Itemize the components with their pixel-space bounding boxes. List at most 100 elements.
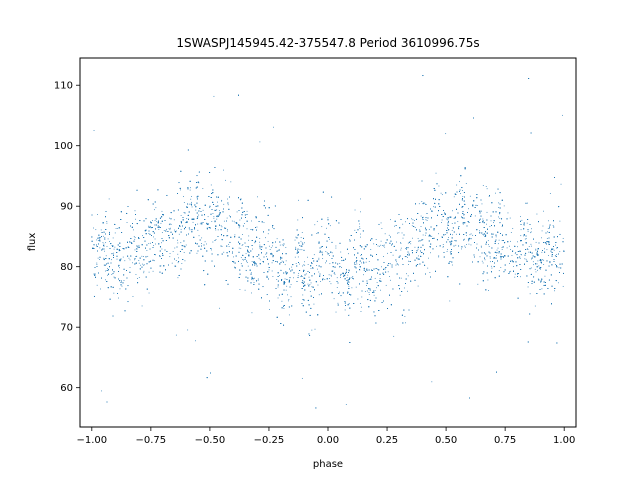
data-point [233, 256, 234, 258]
data-point [422, 216, 424, 218]
data-point [221, 245, 223, 247]
data-point [216, 216, 218, 218]
data-point [558, 267, 560, 269]
data-point [143, 270, 145, 272]
data-point [314, 224, 316, 226]
data-point [525, 258, 527, 260]
data-point [376, 287, 377, 289]
data-point [335, 311, 337, 313]
data-point [304, 264, 306, 266]
data-point [228, 215, 230, 217]
data-point [472, 234, 474, 236]
data-point [191, 201, 192, 203]
data-point [422, 234, 424, 236]
data-point [417, 238, 419, 240]
data-point [177, 277, 179, 279]
data-point [530, 232, 531, 234]
data-point [234, 266, 235, 268]
data-point [561, 114, 563, 116]
data-point [240, 247, 242, 249]
data-point [469, 195, 471, 197]
data-point [201, 243, 202, 245]
data-point [509, 262, 510, 264]
data-point [134, 210, 136, 212]
data-point [559, 220, 561, 222]
data-point [206, 222, 208, 224]
data-point [297, 219, 299, 221]
data-point [347, 292, 348, 294]
data-point [221, 199, 223, 201]
data-point [360, 211, 361, 213]
data-point [374, 290, 376, 291]
data-point [154, 238, 156, 240]
data-point [111, 274, 113, 275]
data-point [122, 256, 124, 258]
data-point [159, 255, 160, 256]
data-point [284, 264, 286, 266]
data-point [248, 235, 250, 237]
data-point [106, 221, 108, 222]
data-point [498, 270, 500, 272]
data-point [405, 249, 407, 250]
data-point [495, 236, 497, 238]
data-point [523, 224, 525, 226]
data-point [171, 262, 173, 264]
data-point [407, 275, 409, 277]
data-point [321, 253, 323, 255]
data-point [253, 282, 255, 283]
data-point [322, 258, 324, 259]
data-point [457, 221, 459, 223]
data-point [340, 277, 341, 278]
data-point [142, 235, 143, 237]
data-point [493, 222, 494, 224]
data-point [217, 201, 218, 203]
data-point [304, 261, 305, 263]
data-point [535, 271, 537, 273]
data-point [389, 279, 391, 281]
data-point [250, 272, 252, 274]
data-point [259, 259, 261, 261]
data-point [195, 340, 196, 342]
data-point [301, 242, 303, 244]
data-point [526, 222, 528, 224]
data-point [322, 254, 324, 256]
data-point [299, 249, 301, 251]
data-point [236, 211, 238, 213]
data-point [316, 220, 318, 222]
data-point [163, 230, 165, 231]
data-point [169, 217, 170, 219]
data-point [245, 246, 247, 247]
data-point [99, 259, 100, 260]
data-point [135, 218, 136, 220]
data-point [198, 214, 200, 216]
data-point [417, 285, 419, 287]
data-point [325, 251, 327, 252]
data-point [202, 209, 204, 211]
data-point [310, 282, 312, 284]
data-point [138, 244, 140, 246]
data-point [197, 223, 199, 225]
data-point [407, 242, 409, 244]
data-point [317, 284, 319, 286]
data-point [169, 253, 171, 254]
data-point [481, 260, 483, 262]
data-point [384, 233, 386, 235]
data-point [170, 227, 171, 229]
data-point [412, 237, 413, 239]
data-point [537, 278, 539, 280]
data-point [520, 253, 522, 255]
data-point [213, 95, 215, 97]
data-point [356, 263, 358, 265]
data-point [128, 257, 130, 259]
data-point [368, 278, 370, 280]
data-point [105, 255, 107, 257]
data-point [213, 217, 215, 219]
data-point [314, 328, 316, 330]
data-point [263, 222, 265, 224]
data-point [476, 243, 478, 245]
data-point [185, 222, 187, 224]
data-point [119, 267, 120, 269]
data-point [397, 232, 398, 234]
data-point [442, 246, 444, 248]
data-point [246, 210, 248, 212]
